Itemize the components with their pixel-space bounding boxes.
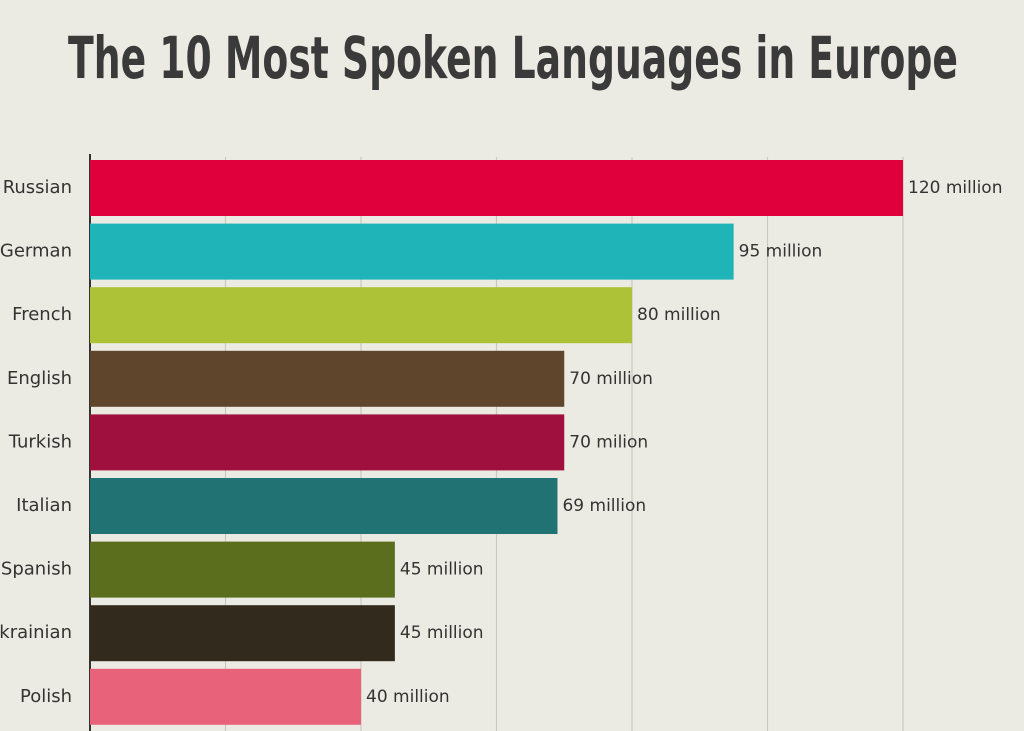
bar (90, 414, 565, 471)
value-label: 120 million (908, 178, 1002, 198)
y-tick-label: Italian (16, 495, 72, 516)
bar (90, 478, 558, 534)
y-tick-label: French (12, 304, 72, 325)
bar (90, 668, 361, 725)
bar (90, 223, 734, 280)
chart-title: The 10 Most Spoken Languages in Europe (68, 24, 958, 92)
bar (90, 160, 903, 216)
bar (90, 541, 395, 598)
value-label: 70 million (569, 369, 653, 389)
value-label: 40 million (366, 687, 450, 707)
value-label: 45 million (400, 560, 484, 580)
value-label: 45 million (400, 623, 484, 643)
y-tick-label: Spanish (1, 559, 72, 580)
y-tick-label: Polish (20, 686, 72, 707)
value-label: 69 million (562, 496, 646, 516)
y-tick-label: English (7, 368, 72, 389)
value-label: 70 milion (569, 432, 648, 452)
bar (90, 287, 632, 344)
value-label: 95 million (739, 242, 823, 262)
bar (90, 350, 565, 407)
bar (90, 605, 395, 662)
y-tick-label: German (0, 241, 72, 262)
y-tick-label: krainian (0, 622, 72, 643)
value-label: 80 million (637, 305, 721, 325)
y-tick-label: Turkish (8, 431, 72, 452)
y-tick-label: Russian (3, 177, 72, 198)
